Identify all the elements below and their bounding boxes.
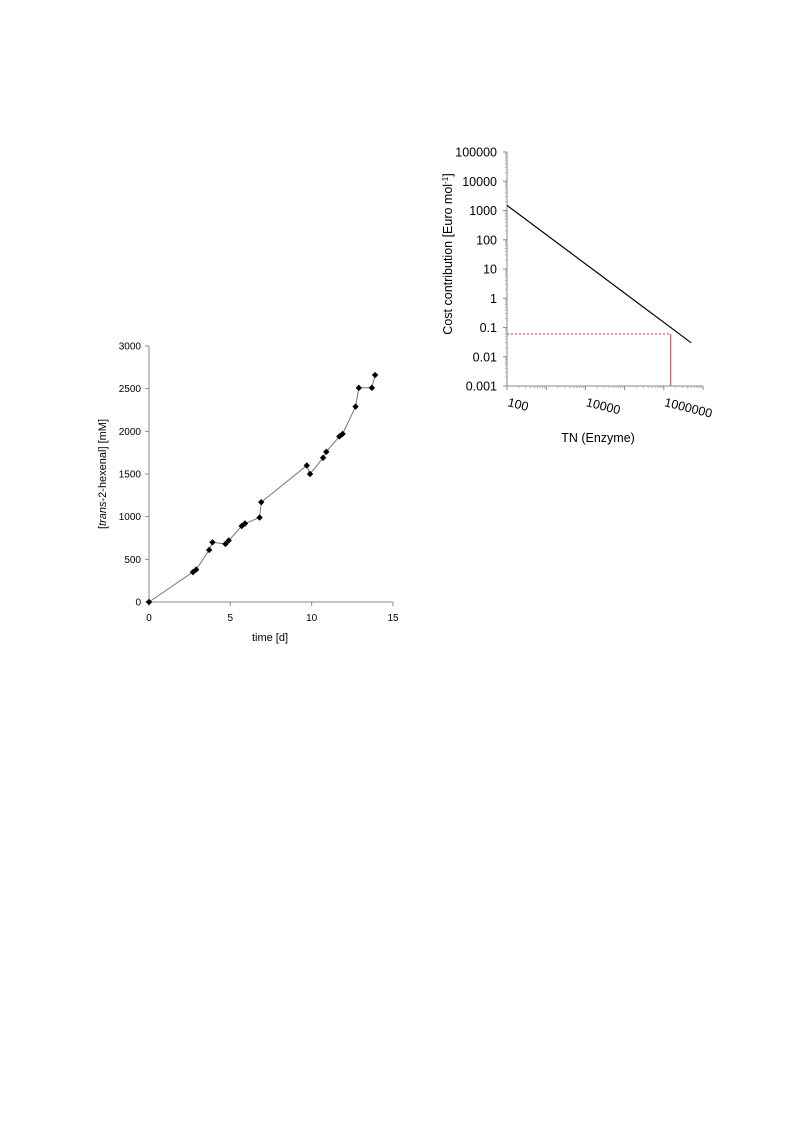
chart2-line xyxy=(506,204,692,344)
chart2-series-line xyxy=(506,204,692,344)
chart1-data-point xyxy=(192,566,200,573)
chart1-data-point xyxy=(256,514,263,521)
chart1-data-point xyxy=(205,546,213,554)
chart1-data-point xyxy=(209,539,216,546)
chart1-data-point xyxy=(323,448,330,456)
chart1-data-point xyxy=(352,403,359,410)
chart2-tick-labels: 0.001 0.01 0.1 1 10 100 1000 10000 100000 100 1000… xyxy=(455,146,713,421)
chart1-data-point xyxy=(241,520,249,527)
chart1-data-point xyxy=(319,454,327,461)
chart2-y-label-main: Cost contribution [Euro mol xyxy=(441,184,455,335)
chart1-y-tick-label: 1500 xyxy=(119,470,142,481)
cost-contribution-chart: 0.001 0.01 0.1 1 10 100 1000 10000 100000 100 1000… xyxy=(441,146,714,446)
chart2-y-label-superscript: -1 xyxy=(441,176,450,184)
chart1-data-point xyxy=(355,384,363,392)
chart1-data-points xyxy=(145,371,379,606)
chart1-data-point xyxy=(258,498,265,506)
chart2-y-tick-label: 100000 xyxy=(455,146,497,160)
chart1-x-tick-label: 0 xyxy=(146,613,152,624)
chart1-data-point xyxy=(222,540,229,548)
chart2-y-label-end: ] xyxy=(441,173,455,176)
chart2-y-tick-label: 1 xyxy=(490,292,497,306)
chart2-y-tick-label: 0.01 xyxy=(473,350,497,364)
chart1-data-point xyxy=(371,371,379,379)
chart1-tick-labels: 0 500 1000 1500 2000 2500 3000 0 5 10 15 xyxy=(119,342,399,625)
chart1-y-label-part-2: trans xyxy=(97,501,109,526)
chart2-y-tick-label: 10 xyxy=(483,263,497,277)
chart2-y-axis-label: Cost contribution [Euro mol-1] xyxy=(441,173,456,334)
chart2-reference-lines xyxy=(507,333,672,386)
chart1-data-point xyxy=(225,537,232,544)
chart2-x-tick-label: 100 xyxy=(506,395,530,414)
chart1-axes xyxy=(145,345,394,606)
chart2-axes xyxy=(503,151,704,390)
chart2-y-tick-label: 1000 xyxy=(469,204,497,218)
chart1-y-tick-label: 1000 xyxy=(119,512,142,523)
chart1-y-tick-label: 0 xyxy=(135,598,141,609)
chart1-y-label-part-1: [ xyxy=(97,526,109,529)
chart2-y-tick-label: 10000 xyxy=(462,175,497,189)
chart1-series-line xyxy=(148,374,376,603)
chart2-x-axis-label: TN (Enzyme) xyxy=(561,431,635,445)
chart1-data-point xyxy=(303,462,310,469)
chart1-y-tick-label: 500 xyxy=(124,555,141,566)
chart1-x-tick-label: 15 xyxy=(387,613,399,624)
chart1-data-point xyxy=(368,384,376,392)
chart1-line xyxy=(148,374,376,603)
chart2-y-tick-label: 100 xyxy=(476,233,497,247)
chart1-data-point xyxy=(339,430,346,438)
chart1-y-tick-label: 2500 xyxy=(119,384,142,395)
chart1-y-label-part-3: -2-hexenal] [mM] xyxy=(97,419,109,502)
chart1-data-point xyxy=(306,470,314,478)
chart2-x-tick-label: 10000 xyxy=(585,395,622,417)
chart1-y-tick-label: 2000 xyxy=(119,427,142,438)
chart1-data-point xyxy=(145,598,153,606)
chart1-y-tick-label: 3000 xyxy=(119,342,142,353)
chart1-x-tick-label: 10 xyxy=(306,613,318,624)
chart2-y-tick-label: 0.1 xyxy=(480,321,497,335)
chart1-x-tick-label: 5 xyxy=(228,613,234,624)
chart1-data-point xyxy=(189,568,197,576)
chart1-y-axis-label: [trans-2-hexenal] [mM] xyxy=(97,419,109,529)
chart2-y-tick-label: 0.001 xyxy=(466,380,497,394)
chart1-x-axis-label: time [d] xyxy=(252,632,288,644)
chart2-x-tick-label: 1000000 xyxy=(663,395,714,420)
